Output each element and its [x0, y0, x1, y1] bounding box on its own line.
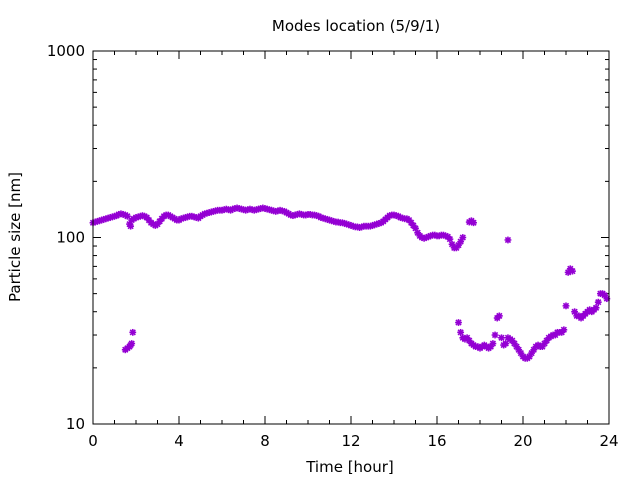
- y-tick-label: 1000: [47, 42, 85, 60]
- data-point: [457, 238, 465, 246]
- data-point: [530, 346, 538, 354]
- x-tick-label: 0: [88, 432, 98, 450]
- x-tick-label: 12: [341, 432, 360, 450]
- data-point: [129, 328, 137, 336]
- data-point: [498, 334, 505, 342]
- data-point: [124, 212, 131, 220]
- axis-ticks: 0 4 8 12 16 20 24 10 100 1000: [47, 42, 619, 450]
- data-point: [489, 340, 497, 347]
- data-point: [560, 326, 568, 334]
- y-tick-label: 10: [66, 415, 85, 433]
- data-point: [495, 312, 503, 320]
- y-axis-label: Particle size [nm]: [6, 172, 24, 302]
- data-point: [502, 340, 510, 347]
- data-point: [457, 328, 465, 336]
- data-point: [127, 222, 135, 230]
- data-point: [491, 331, 499, 339]
- data-point: [470, 219, 477, 227]
- x-tick-label: 4: [174, 432, 184, 450]
- x-tick-label: 24: [599, 432, 618, 450]
- data-point: [455, 319, 462, 326]
- data-point: [562, 302, 570, 310]
- y-tick-label: 100: [56, 229, 85, 247]
- data-point: [128, 340, 136, 347]
- chart-title: Modes location (5/9/1): [272, 17, 440, 35]
- data-points: [89, 204, 611, 362]
- plot-frame: [92, 50, 610, 425]
- data-point: [569, 267, 576, 275]
- x-tick-label: 16: [427, 432, 446, 450]
- data-point: [594, 298, 602, 306]
- data-point: [504, 236, 512, 244]
- data-point: [592, 304, 600, 312]
- x-tick-label: 8: [260, 432, 270, 450]
- x-tick-label: 20: [513, 432, 532, 450]
- data-point: [459, 234, 467, 241]
- x-axis-label: Time [hour]: [305, 458, 394, 476]
